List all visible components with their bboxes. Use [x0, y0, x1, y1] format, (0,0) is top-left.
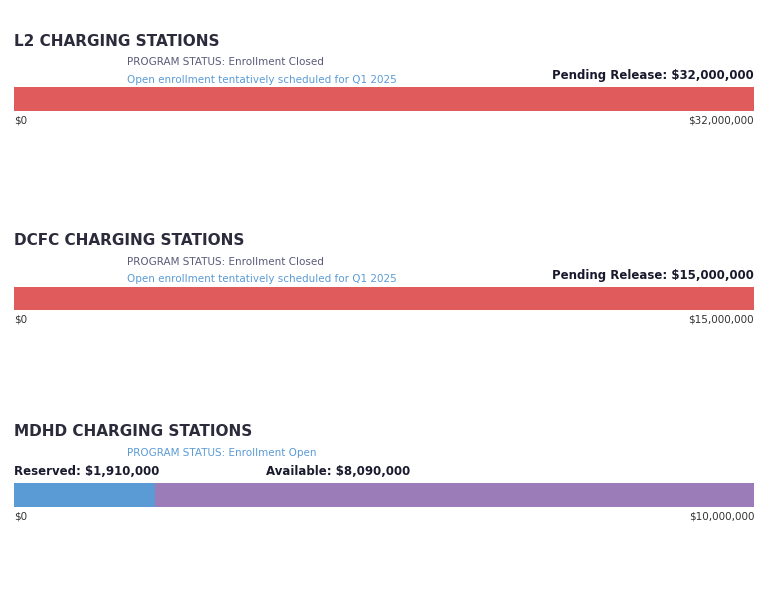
- Text: PROGRAM STATUS: Enrollment Closed: PROGRAM STATUS: Enrollment Closed: [127, 257, 323, 266]
- Bar: [155, 483, 754, 507]
- Text: $0: $0: [14, 115, 27, 125]
- Bar: [14, 483, 155, 507]
- Text: PROGRAM STATUS: Enrollment Open: PROGRAM STATUS: Enrollment Open: [127, 448, 316, 458]
- Text: Available: $8,090,000: Available: $8,090,000: [266, 465, 411, 478]
- Text: $10,000,000: $10,000,000: [689, 511, 754, 521]
- Text: $32,000,000: $32,000,000: [689, 115, 754, 125]
- Text: Pending Release: $15,000,000: Pending Release: $15,000,000: [552, 269, 754, 282]
- Text: $15,000,000: $15,000,000: [689, 315, 754, 325]
- Text: PROGRAM STATUS: Enrollment Closed: PROGRAM STATUS: Enrollment Closed: [127, 57, 323, 67]
- Text: DCFC CHARGING STATIONS: DCFC CHARGING STATIONS: [14, 233, 244, 248]
- Text: L2 CHARGING STATIONS: L2 CHARGING STATIONS: [14, 34, 220, 49]
- Text: $0: $0: [14, 511, 27, 521]
- Text: $0: $0: [14, 315, 27, 325]
- Text: Pending Release: $32,000,000: Pending Release: $32,000,000: [552, 69, 754, 82]
- Text: Reserved: $1,910,000: Reserved: $1,910,000: [14, 465, 159, 478]
- Text: Open enrollment tentatively scheduled for Q1 2025: Open enrollment tentatively scheduled fo…: [127, 274, 396, 284]
- Text: Open enrollment tentatively scheduled for Q1 2025: Open enrollment tentatively scheduled fo…: [127, 75, 396, 85]
- Text: MDHD CHARGING STATIONS: MDHD CHARGING STATIONS: [14, 424, 252, 438]
